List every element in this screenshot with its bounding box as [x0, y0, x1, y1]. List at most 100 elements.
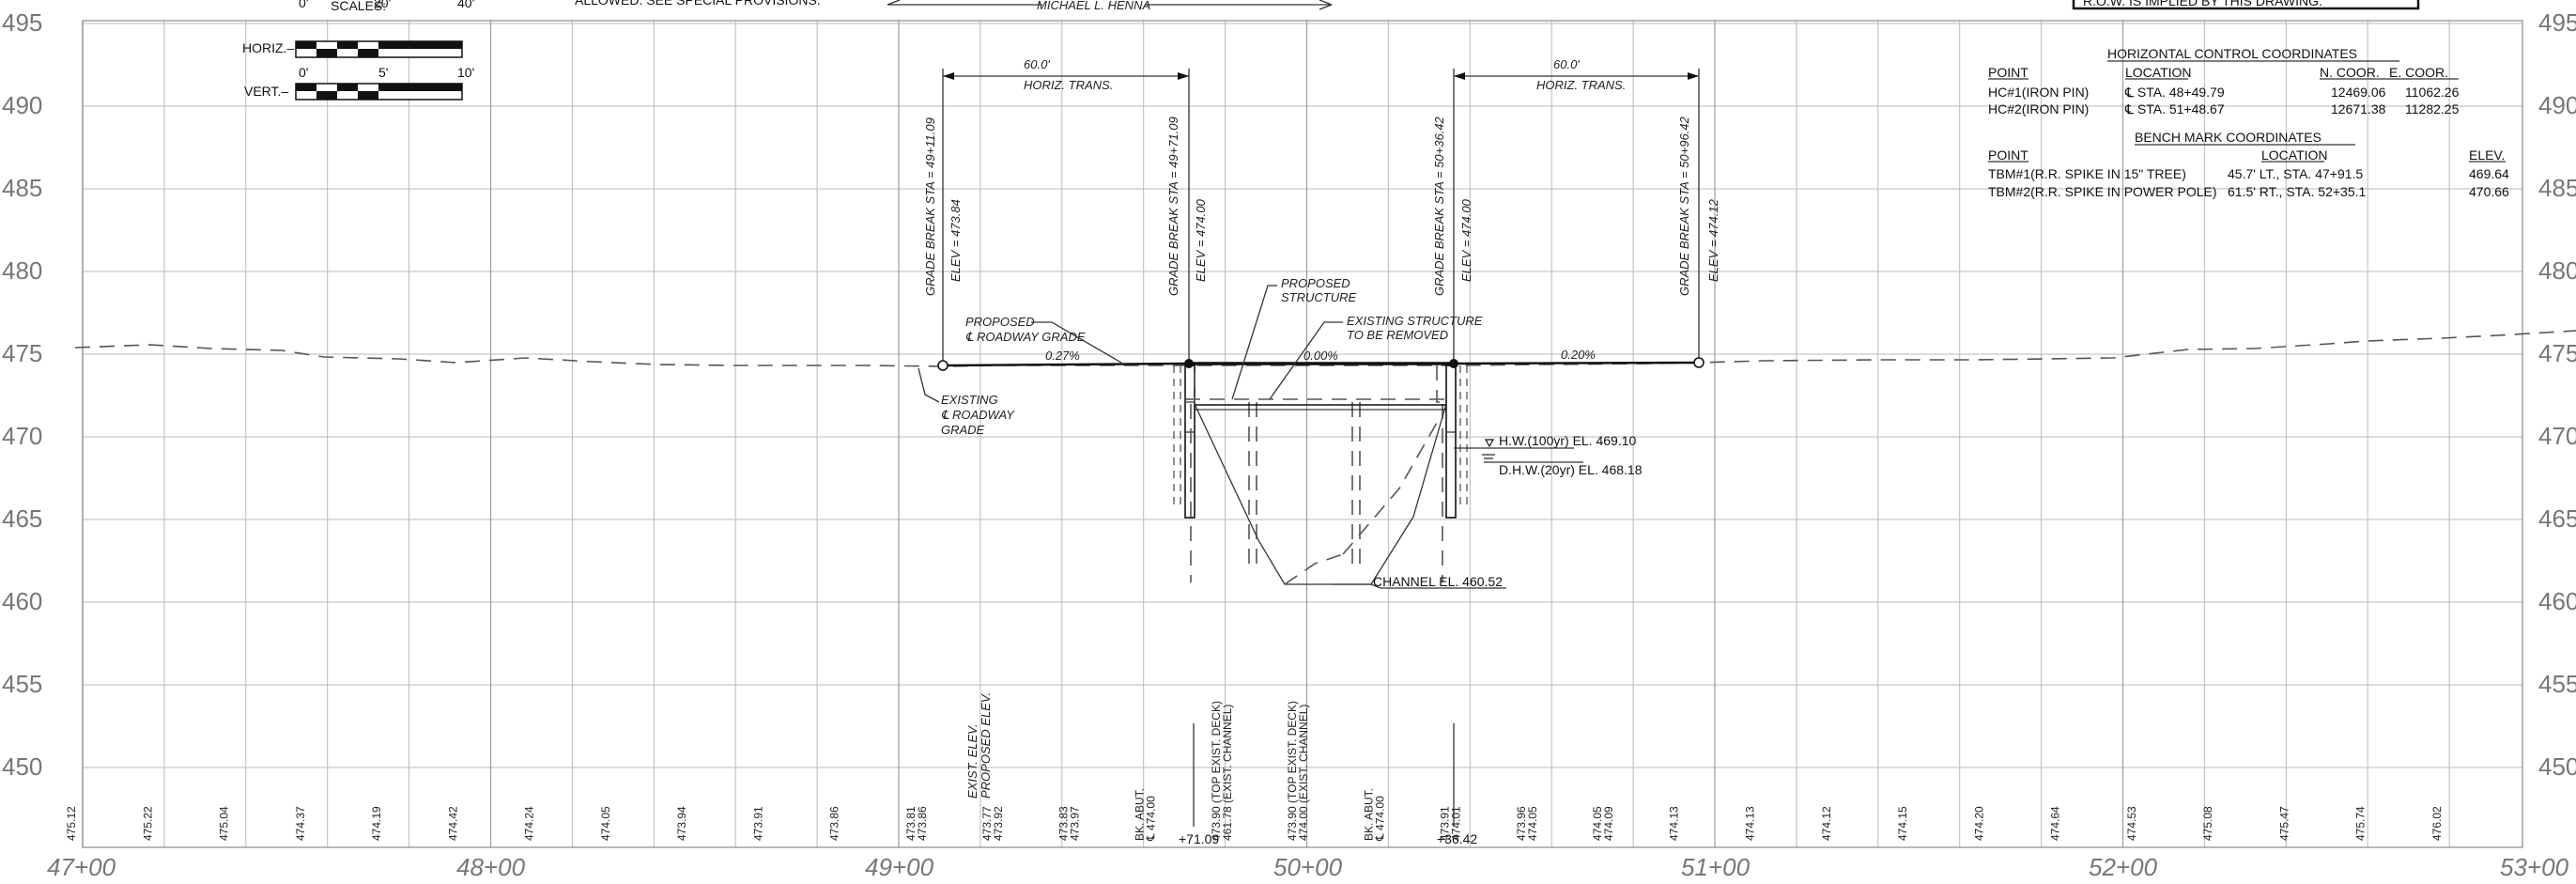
- proposed-grade-line: 0.27% 0.00% 0.20%: [937, 348, 1704, 371]
- grade-break-station: GRADE BREAK STA = 50+96.42: [1677, 116, 1691, 296]
- table-cell: HC#1(IRON PIN): [1988, 85, 2089, 100]
- existing-grade-callout: EXISTING ℄ ROADWAY GRADE: [918, 367, 1015, 437]
- station-offset: +36.42: [1437, 831, 1477, 846]
- elev-label: 455: [2538, 670, 2576, 698]
- elev-label: 455: [2, 670, 42, 698]
- proposed-elevation-value: 474.05: [1526, 806, 1539, 841]
- callout-text: ℄ ROADWAY: [941, 408, 1015, 422]
- callout-text: ℄ ROADWAY GRADE: [965, 330, 1086, 344]
- high-water-label: H.W.(100yr) EL. 469.10: [1499, 433, 1637, 448]
- slope-label: 0.00%: [1303, 349, 1338, 363]
- table-title: HORIZONTAL CONTROL COORDINATES: [2107, 46, 2357, 61]
- callout-text: GRADE: [941, 423, 985, 437]
- horiz-scale-label: HORIZ.–: [242, 40, 294, 55]
- transition-label: HORIZ. TRANS.: [1024, 78, 1113, 92]
- elev-label: 485: [2538, 174, 2576, 202]
- existing-elevation-value: 474.37: [294, 806, 307, 841]
- table-cell: 45.7' LT., STA. 47+91.5: [2228, 166, 2363, 181]
- proposed-elevation-value: 474.00 (EXIST. CHANNEL): [1297, 705, 1310, 841]
- grid-border: [82, 20, 2523, 848]
- grade-break-station: GRADE BREAK STA = 49+71.09: [1166, 116, 1180, 296]
- existing-elevation-value: 473.90 (TOP EXIST. DECK): [1210, 701, 1223, 841]
- existing-elevation-value: 473.83: [1057, 806, 1070, 841]
- horizontal-transition-right: 60.0' HORIZ. TRANS.: [1453, 57, 1700, 366]
- table-cell: 11282.25: [2405, 101, 2460, 116]
- grade-break-2: GRADE BREAK STA = 49+71.09 ELEV = 474.00: [1166, 116, 1208, 296]
- channel-elevation: CHANNEL EL. 460.52: [1373, 574, 1503, 589]
- existing-elevation-value: 474.05: [599, 806, 612, 841]
- horizontal-transition-left: 60.0' HORIZ. TRANS.: [942, 57, 1190, 366]
- table-cell: 470.66: [2469, 184, 2509, 199]
- elevation-axis-right: 495 490 485 480 475 470 465 460 455 450: [2538, 8, 2576, 781]
- table-cell: 12469.06: [2331, 85, 2386, 100]
- existing-elevation-value: 474.05: [1591, 806, 1604, 841]
- existing-elevation-value: 475.04: [218, 806, 231, 841]
- station-label: 49+00: [865, 853, 934, 881]
- proposed-elevation-value: ℄ 474.00: [1145, 796, 1158, 842]
- table-header: POINT: [1988, 65, 2028, 80]
- elevation-values-row: 475.12 475.22 475.04 474.37 474.19 474.42 474.…: [65, 701, 2444, 842]
- existing-elevation-value: 475.22: [141, 806, 154, 841]
- table-cell: 11062.26: [2405, 85, 2460, 100]
- grade-break-elevation: ELEV = 474.00: [1194, 198, 1208, 282]
- existing-elevation-value: 475.74: [2354, 806, 2368, 841]
- proposed-elevation-value: 461.78 (EXIST. CHANNEL): [1221, 705, 1234, 841]
- callout-text: TO BE REMOVED: [1347, 328, 1448, 342]
- station-label: 52+00: [2089, 853, 2158, 881]
- elev-label: 475: [2, 339, 42, 367]
- station-label: 50+00: [1273, 853, 1343, 881]
- proposed-elevation-value: 473.97: [1068, 806, 1081, 841]
- existing-elevation-value: 473.94: [675, 806, 688, 841]
- callout-text: PROPOSED: [965, 315, 1035, 329]
- proposed-elev-label: PROPOSED ELEV.: [979, 692, 993, 799]
- slope-label: 0.27%: [1045, 349, 1080, 363]
- station-axis: 47+00 48+00 49+00 50+00 51+00 52+00 53+0…: [47, 853, 2569, 881]
- existing-elevation-value: 474.20: [1972, 806, 1985, 841]
- elev-label: 480: [2538, 256, 2576, 285]
- proposed-structure-callout: PROPOSED STRUCTURE: [1231, 276, 1356, 400]
- grade-break-elevation: ELEV = 473.84: [949, 199, 963, 282]
- abutment-stations: +71.09 +36.42: [1179, 723, 1477, 846]
- existing-elevation-value: 473.96: [1515, 806, 1528, 841]
- existing-elevation-value: 474.24: [523, 806, 536, 841]
- existing-elevation-value: 474.13: [1744, 806, 1757, 841]
- proposed-elevation-value: 473.86: [916, 806, 929, 841]
- table-row: TBM#2(R.R. SPIKE IN POWER POLE) 61.5' RT…: [1988, 184, 2509, 199]
- scale-block: SCALES: 0' 20' 40' HORIZ.– 0' 5' 10' VER…: [242, 0, 821, 101]
- exist-elev-label: EXIST. ELEV.: [965, 724, 979, 799]
- vert-scale-bar: [295, 83, 463, 101]
- existing-elevation-value: 473.81: [904, 806, 918, 841]
- title-box-fragment: R.O.W. IS IMPLIED BY THIS DRAWING.: [2072, 0, 2420, 10]
- table-cell: 61.5' RT., STA. 52+35.1: [2228, 184, 2367, 199]
- elev-label: 480: [2, 256, 42, 285]
- transition-label: HORIZ. TRANS.: [1536, 78, 1626, 92]
- existing-elevation-value: 474.53: [2125, 806, 2138, 841]
- station-label: 48+00: [456, 853, 526, 881]
- table-cell: HC#2(IRON PIN): [1988, 101, 2089, 116]
- elev-label: 460: [2538, 587, 2576, 615]
- elev-label: 470: [2538, 422, 2576, 450]
- scale-tick: 5': [378, 65, 388, 80]
- callout-text: STRUCTURE: [1281, 290, 1356, 304]
- channel-callout: CHANNEL EL. 460.52: [1334, 574, 1506, 589]
- scale-tick: 20': [374, 0, 391, 10]
- grade-break-elevation: ELEV = 474.00: [1459, 198, 1473, 282]
- callout-text: EXISTING: [941, 393, 998, 407]
- station-label: 51+00: [1681, 853, 1751, 881]
- proposed-elevation-value: ℄ 474.00: [1373, 796, 1386, 842]
- existing-elevation-value: 473.77: [980, 806, 994, 841]
- existing-elevation-value: 474.64: [2049, 806, 2062, 841]
- table-header: POINT: [1988, 147, 2028, 163]
- grade-break-elevation: ELEV = 474.12: [1706, 198, 1720, 282]
- existing-elevation-value: 473.90 (TOP EXIST. DECK): [1286, 701, 1299, 841]
- elev-label: 465: [2, 504, 42, 533]
- existing-elevation-value: 474.42: [446, 806, 459, 841]
- title-box-text: R.O.W. IS IMPLIED BY THIS DRAWING.: [2083, 0, 2322, 8]
- transition-distance: 60.0': [1553, 57, 1580, 71]
- engineer-stamp-line: MICHAEL L. HENNA: [887, 0, 1333, 12]
- elev-label: 460: [2, 587, 42, 615]
- table-title: BENCH MARK COORDINATES: [2135, 130, 2321, 145]
- existing-structure-callout: EXISTING STRUCTURE TO BE REMOVED: [1269, 314, 1483, 400]
- slope-label: 0.20%: [1561, 348, 1596, 362]
